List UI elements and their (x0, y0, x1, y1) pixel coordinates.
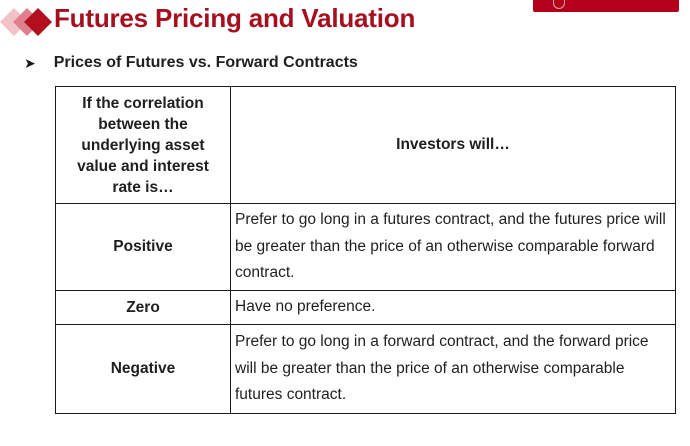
table-header-correlation: If the correlation between the underlyin… (55, 86, 231, 204)
diamond-decoration-icon (0, 8, 52, 36)
page-title: Futures Pricing and Valuation (54, 3, 416, 33)
row-text-negative: Prefer to go long in a forward contract,… (230, 324, 676, 414)
table-header-row: If the correlation between the underlyin… (55, 86, 676, 204)
row-label-positive: Positive (55, 203, 231, 291)
table-row: Zero Have no preference. (55, 290, 676, 325)
table-row: Negative Prefer to go long in a forward … (55, 324, 676, 414)
logo-mark-icon (553, 0, 565, 9)
corner-banner (533, 0, 679, 12)
row-label-negative: Negative (55, 324, 231, 414)
arrow-bullet-icon: ➤ (24, 55, 36, 71)
page-subtitle: Prices of Futures vs. Forward Contracts (53, 54, 358, 71)
row-label-zero: Zero (55, 290, 231, 325)
subtitle-row: ➤ Prices of Futures vs. Forward Contract… (24, 54, 358, 72)
row-text-positive: Prefer to go long in a futures contract,… (230, 203, 676, 291)
row-text-zero: Have no preference. (230, 290, 676, 325)
table-row: Positive Prefer to go long in a futures … (55, 203, 676, 291)
table-header-investors: Investors will… (230, 86, 676, 204)
comparison-table: If the correlation between the underlyin… (55, 86, 676, 414)
